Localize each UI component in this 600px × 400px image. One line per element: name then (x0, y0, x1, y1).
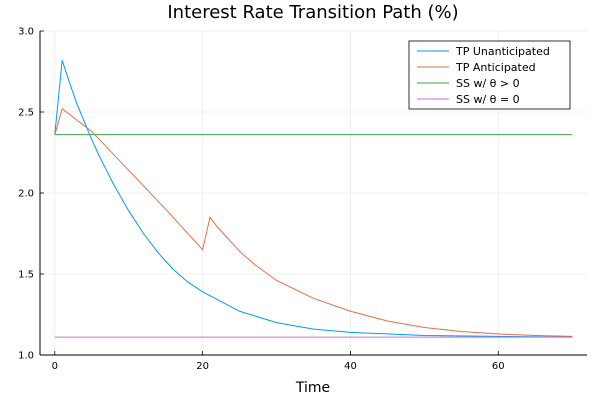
legend-label: SS w/ θ = 0 (456, 93, 520, 106)
y-tick-label: 1.5 (18, 270, 34, 281)
tick-labels: 0 20 40 60 1.0 1.5 2.0 2.5 3.0 (18, 27, 505, 373)
x-tick-label: 40 (344, 361, 357, 372)
series-line-1 (54, 60, 573, 338)
grid (40, 30, 587, 356)
legend-label: SS w/ θ > 0 (456, 77, 520, 90)
series-line-2 (54, 107, 573, 337)
y-tick-label: 2.5 (18, 108, 34, 119)
x-tick-label: 0 (52, 361, 58, 372)
x-axis-title: Time (295, 380, 330, 396)
y-tick-label: 1.0 (18, 351, 34, 362)
y-tick-label: 3.0 (18, 27, 34, 38)
series-lines (54, 60, 573, 338)
legend-label: TP Anticipated (455, 61, 536, 74)
legend-label: TP Unanticipated (455, 45, 550, 58)
axes (39, 30, 587, 356)
x-tick-label: 60 (492, 361, 505, 372)
legend: TP Unanticipated TP Anticipated SS w/ θ > … (408, 40, 571, 110)
legend-box (408, 40, 571, 110)
y-tick-label: 2.0 (18, 189, 34, 200)
chart-title: Interest Rate Transition Path (%) (167, 2, 458, 23)
x-tick-label: 20 (196, 361, 209, 372)
